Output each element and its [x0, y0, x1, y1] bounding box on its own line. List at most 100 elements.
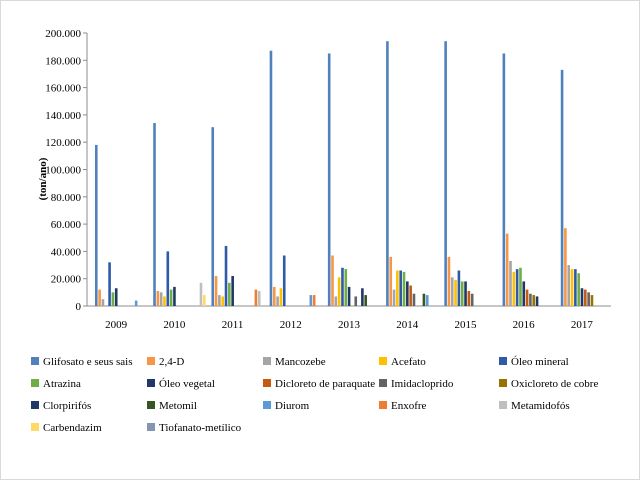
- bar: [101, 299, 105, 306]
- bar: [502, 53, 506, 306]
- bar: [166, 251, 170, 306]
- legend-label: Mancozebe: [275, 356, 326, 368]
- bar: [341, 267, 344, 306]
- bar: [337, 277, 341, 306]
- bar: [574, 269, 577, 306]
- legend-label: Óleo vegetal: [159, 378, 215, 390]
- y-axis-label: (ton/ano): [37, 157, 49, 200]
- legend-label: Clorpirifós: [43, 400, 91, 412]
- legend-label: Diurom: [275, 400, 310, 412]
- bar: [522, 281, 526, 306]
- y-tick-label: 160.000: [45, 83, 81, 95]
- bar: [590, 295, 594, 306]
- bar: [389, 256, 393, 306]
- y-tick-label: 60.000: [51, 219, 82, 231]
- legend-label: Enxofre: [391, 400, 427, 412]
- bar: [309, 295, 313, 306]
- bar: [98, 289, 101, 306]
- x-tick-label: 2010: [163, 319, 186, 331]
- legend-swatch: [147, 357, 155, 365]
- x-tick-label: 2011: [222, 319, 244, 331]
- bar: [396, 270, 399, 306]
- bar: [386, 41, 389, 306]
- bar: [532, 295, 536, 306]
- legend-swatch: [263, 401, 271, 409]
- bar: [399, 270, 402, 306]
- bar: [392, 289, 396, 306]
- x-tick-label: 2017: [571, 319, 594, 331]
- bar: [515, 269, 519, 306]
- bar: [163, 296, 166, 306]
- bar: [221, 296, 224, 306]
- y-tick-label: 140.000: [45, 110, 81, 122]
- bar: [412, 293, 416, 306]
- legend: Glifosato e seus sais 2,4-D Mancozebe Acefa…: [31, 356, 598, 434]
- legend-swatch: [31, 379, 39, 387]
- legend-swatch: [263, 379, 271, 387]
- legend-swatch: [499, 401, 507, 409]
- bar: [467, 290, 471, 306]
- x-tick-label: 2015: [454, 319, 477, 331]
- legend-swatch: [379, 379, 387, 387]
- bar: [361, 288, 364, 306]
- legend-swatch: [499, 379, 507, 387]
- bar: [460, 281, 464, 306]
- legend-label: Óleo mineral: [511, 356, 569, 368]
- bar: [347, 286, 351, 306]
- legend-swatch: [147, 401, 155, 409]
- legend-swatch: [31, 357, 39, 365]
- x-tick-label: 2016: [513, 319, 536, 331]
- bar: [95, 144, 98, 306]
- bar: [560, 69, 564, 306]
- bar: [444, 41, 447, 306]
- bar: [327, 53, 331, 306]
- legend-swatch: [147, 379, 155, 387]
- bar: [211, 127, 215, 306]
- bar: [156, 290, 160, 306]
- legend-swatch: [499, 357, 507, 365]
- bar: [364, 295, 368, 306]
- y-tick-label: 120.000: [45, 137, 81, 149]
- bar: [464, 281, 467, 306]
- axis-layer: [83, 32, 611, 307]
- legend-swatch: [31, 401, 39, 409]
- legend-swatch: [31, 423, 39, 431]
- bar: [111, 292, 115, 306]
- legend-label: Imidacloprido: [391, 378, 454, 390]
- bar: [254, 289, 258, 306]
- bar: [331, 255, 334, 306]
- legend-label: Dicloreto de paraquate: [275, 378, 375, 390]
- bar: [159, 292, 163, 306]
- y-tick-label: 40.000: [51, 246, 82, 258]
- bar: [108, 262, 111, 306]
- bar: [218, 295, 221, 306]
- bar: [587, 292, 590, 306]
- bar: [584, 289, 587, 306]
- bar: [525, 289, 529, 306]
- bar: [334, 296, 338, 306]
- y-tick-label: 100.000: [45, 165, 81, 177]
- bar: [114, 288, 118, 306]
- y-tick-label: 20.000: [51, 274, 82, 286]
- bar: [203, 295, 206, 306]
- bar: [454, 280, 457, 306]
- bar: [512, 271, 516, 307]
- bar: [224, 245, 228, 306]
- y-tick-label: 0: [76, 301, 82, 313]
- bar: [564, 228, 567, 306]
- bar: [577, 273, 580, 306]
- bar: [470, 293, 474, 306]
- bar: [134, 300, 138, 306]
- bar: [406, 281, 409, 306]
- bar: [214, 275, 218, 306]
- bar: [269, 50, 273, 306]
- bar: [153, 123, 156, 306]
- legend-label: Metamidofós: [511, 400, 570, 412]
- legend-swatch: [379, 357, 387, 365]
- bar: [447, 256, 451, 306]
- legend-label: 2,4-D: [159, 356, 184, 368]
- legend-label: Atrazina: [43, 378, 81, 390]
- x-tick-label: 2013: [338, 319, 361, 331]
- bar: [519, 267, 522, 306]
